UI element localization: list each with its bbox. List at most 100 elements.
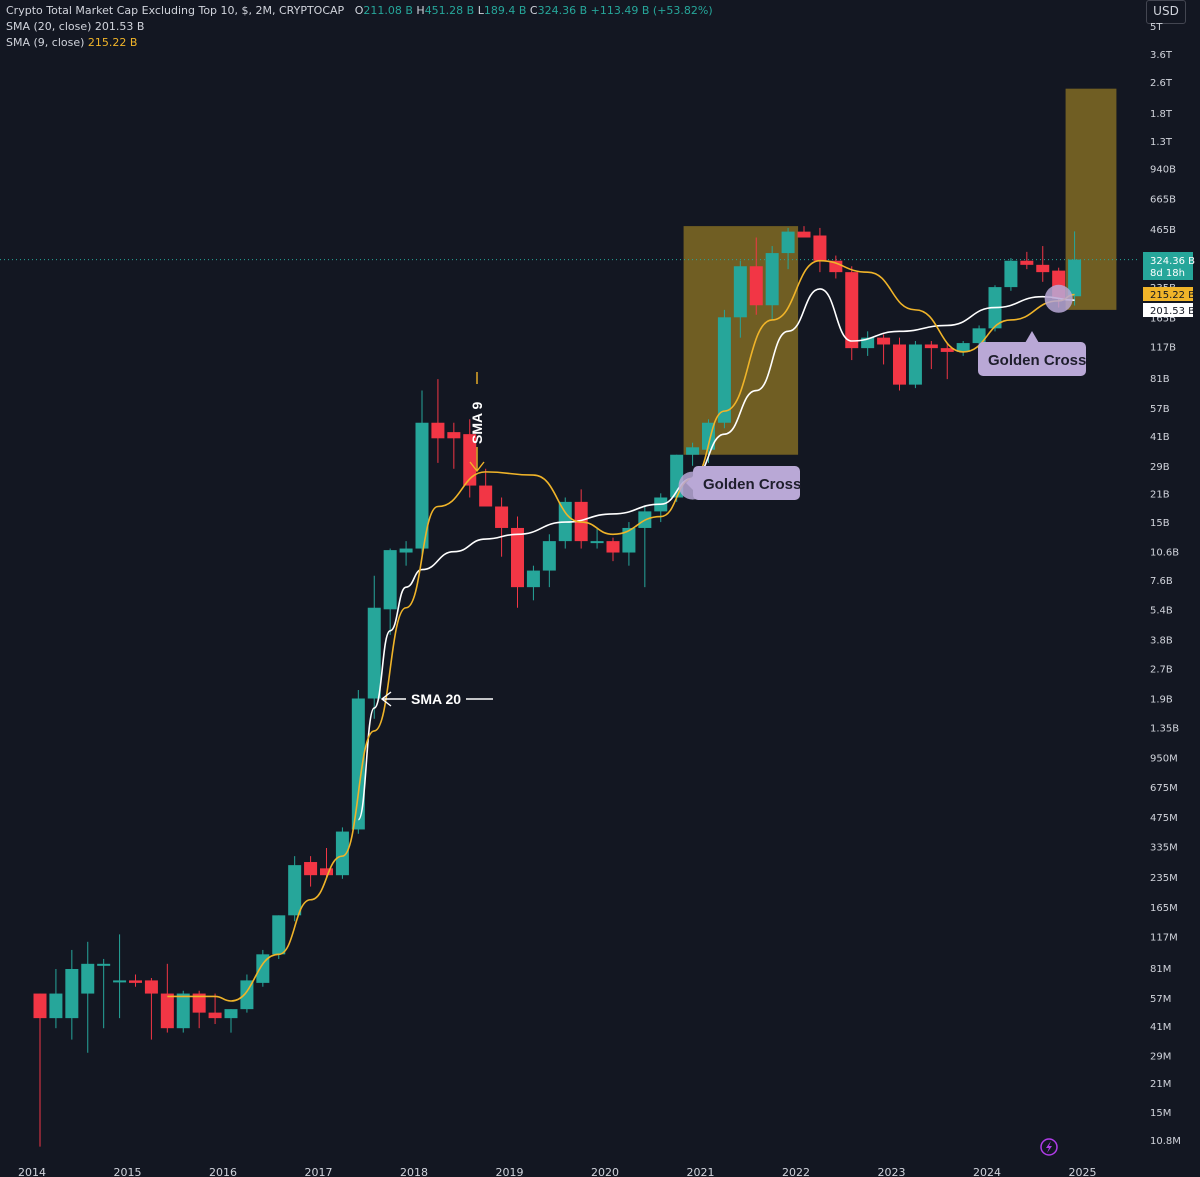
x-tick-label: 2018 (400, 1166, 428, 1177)
candle-body[interactable] (208, 1012, 222, 1019)
candle-body[interactable] (335, 831, 349, 876)
candle-body[interactable] (893, 344, 906, 385)
candle-body[interactable] (924, 344, 938, 349)
candle-body[interactable] (33, 993, 47, 1019)
candle-body[interactable] (320, 868, 333, 876)
golden-cross-callout-2: Golden Cross (978, 331, 1086, 376)
candle-body[interactable] (144, 980, 158, 994)
y-tick-label: 29M (1150, 1052, 1171, 1063)
y-tick-label: 1.9B (1150, 695, 1173, 706)
y-tick-label: 675M (1150, 783, 1178, 794)
x-tick-label: 2023 (878, 1166, 906, 1177)
candle-body[interactable] (367, 607, 381, 699)
legend-symbol[interactable]: Crypto Total Market Cap Excluding Top 10… (6, 4, 345, 17)
candle-body[interactable] (431, 422, 445, 439)
candle-body[interactable] (447, 432, 461, 439)
y-tick-label: 5T (1150, 22, 1163, 33)
candle-body[interactable] (256, 954, 270, 983)
candle-body[interactable] (49, 993, 63, 1019)
candle-body[interactable] (511, 527, 524, 588)
candle-body[interactable] (415, 422, 429, 549)
candle-body[interactable] (733, 266, 747, 318)
y-tick-label: 165M (1150, 903, 1178, 914)
candle-body[interactable] (749, 266, 763, 306)
candle-body[interactable] (956, 343, 970, 352)
y-tick-label: 7.6B (1150, 576, 1173, 587)
highlight-box-1 (683, 226, 799, 455)
y-tick-label: 940B (1150, 165, 1176, 176)
legend-l-label: L (477, 4, 484, 17)
y-tick-label: 15B (1150, 518, 1170, 529)
candle-body[interactable] (845, 272, 859, 349)
price-badge-value: 324.36 B (1150, 256, 1195, 267)
lightning-icon[interactable] (1040, 1138, 1058, 1156)
x-tick-label: 2024 (973, 1166, 1001, 1177)
legend-sma20-value: 201.53 B (94, 20, 145, 33)
candle-body[interactable] (1068, 259, 1082, 297)
candle-body[interactable] (765, 253, 779, 306)
golden-cross-callout-1: Golden Cross (686, 466, 801, 500)
sma20-annotation-label: SMA 20 (411, 691, 461, 707)
x-axis-ticks: 2014 2015 2016 2017 2018 2019 2020 2021 2022 2023… (18, 1166, 1097, 1177)
candle-body[interactable] (129, 980, 142, 983)
candle-body[interactable] (160, 993, 174, 1029)
legend-sma20-label[interactable]: SMA (20, close) (6, 20, 92, 33)
y-tick-label: 165B (1150, 313, 1176, 324)
candle-body[interactable] (1004, 260, 1018, 288)
candle-body[interactable] (813, 235, 827, 261)
candle-body[interactable] (861, 337, 875, 349)
candle-body[interactable] (383, 550, 397, 610)
candle-body[interactable] (1020, 260, 1034, 265)
candle-body[interactable] (797, 231, 811, 238)
candle-body[interactable] (399, 548, 413, 553)
currency-button[interactable]: USD (1146, 0, 1186, 24)
candle-body[interactable] (81, 963, 95, 994)
candle-body[interactable] (288, 865, 302, 916)
y-tick-label: 950M (1150, 754, 1178, 765)
legend-change: +113.49 B (+53.82%) (590, 4, 713, 17)
candle-body[interactable] (1036, 264, 1050, 273)
candle-body[interactable] (304, 862, 318, 876)
y-tick-label: 465B (1150, 225, 1176, 236)
candle-body[interactable] (176, 993, 190, 1029)
y-tick-label: 57M (1150, 994, 1171, 1005)
candle-body[interactable] (463, 434, 477, 486)
legend-h-value: 451.28 B (424, 4, 475, 17)
candle-body[interactable] (686, 447, 700, 455)
candle-body[interactable] (908, 344, 922, 385)
y-axis-ticks: 5T3.6T2.6T1.8T1.3T940B665B465B335B235B16… (1150, 22, 1181, 1147)
price-badge-countdown: 8d 18h (1150, 268, 1185, 279)
candle-body[interactable] (351, 698, 365, 830)
x-tick-label: 2015 (114, 1166, 142, 1177)
candle-body[interactable] (606, 541, 620, 553)
legend-o-value: 211.08 B (363, 4, 413, 17)
candle-body[interactable] (272, 915, 286, 955)
x-tick-label: 2021 (687, 1166, 715, 1177)
candle-body[interactable] (590, 541, 604, 544)
y-tick-label: 2.7B (1150, 665, 1173, 676)
candle-body[interactable] (224, 1009, 238, 1019)
candle-body[interactable] (495, 506, 509, 528)
candle-body[interactable] (479, 485, 493, 507)
candle-body[interactable] (526, 570, 540, 588)
y-tick-label: 21M (1150, 1079, 1171, 1090)
sma9-badge-value: 215.22 B (1150, 290, 1195, 301)
legend-c-label: C (529, 4, 538, 17)
candle-body[interactable] (65, 969, 79, 1019)
sma9-line (167, 259, 1075, 1002)
candle-body[interactable] (940, 348, 954, 352)
candle-body[interactable] (113, 980, 127, 983)
legend-sma9-label[interactable]: SMA (9, close) (6, 36, 85, 49)
legend-row-symbol: Crypto Total Market Cap Excluding Top 10… (6, 3, 713, 19)
candle-body[interactable] (622, 527, 636, 553)
candle-body[interactable] (829, 260, 843, 273)
candle-body[interactable] (542, 541, 556, 571)
candle-body[interactable] (877, 337, 891, 345)
candle-body[interactable] (97, 963, 111, 966)
candle-body[interactable] (781, 231, 795, 254)
candle-body[interactable] (972, 328, 986, 344)
y-tick-label: 15M (1150, 1108, 1171, 1119)
candle-body[interactable] (717, 317, 731, 423)
candle-body[interactable] (192, 993, 206, 1013)
